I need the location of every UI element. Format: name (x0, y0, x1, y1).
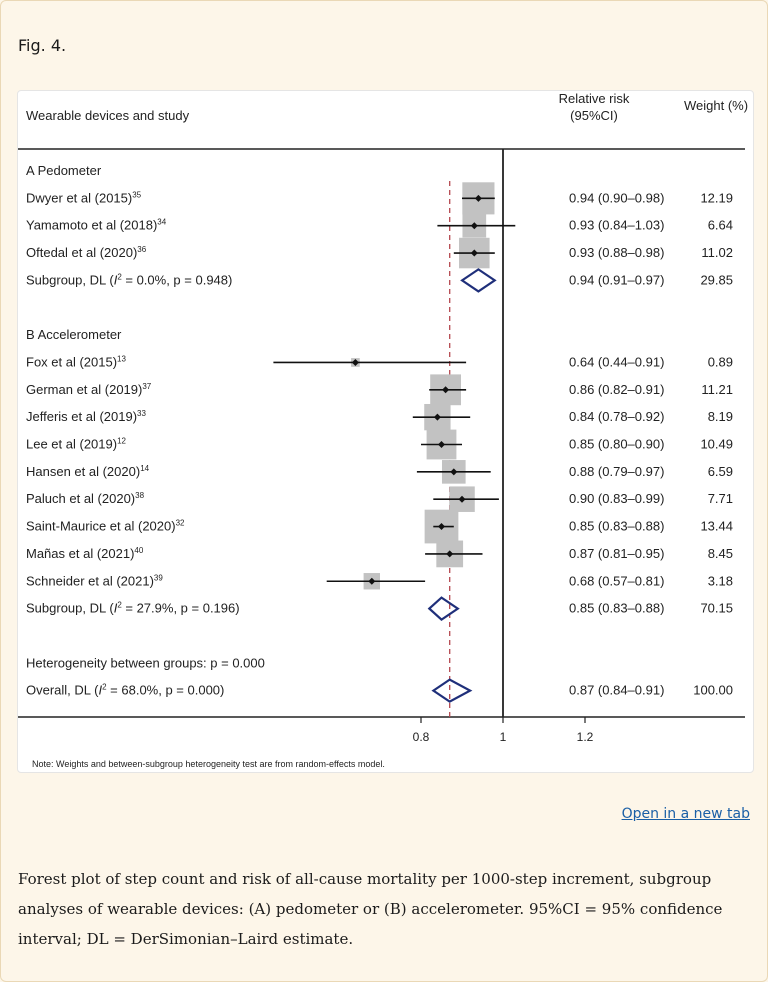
figure-caption: Forest plot of step count and risk of al… (18, 870, 723, 948)
point-estimate (438, 441, 445, 448)
open-in-new-tab-link[interactable]: Open in a new tab (621, 806, 750, 822)
weight-value: 11.21 (701, 382, 733, 397)
point-estimate (438, 523, 445, 531)
study-label: Yamamoto et al (2018)34 (26, 218, 167, 233)
weight-value: 7.71 (708, 491, 733, 506)
rr-value: 0.87 (0.81–0.95) (569, 546, 664, 561)
overall-diamond (431, 678, 473, 703)
weight-value: 6.64 (708, 218, 733, 233)
point-estimate (458, 495, 466, 503)
header-study: Wearable devices and study (26, 108, 190, 123)
weight-value: 8.45 (708, 546, 733, 561)
rr-value: 0.93 (0.84–1.03) (569, 218, 664, 233)
rr-value: 0.87 (0.84–0.91) (569, 683, 664, 698)
rr-value: 0.64 (0.44–0.91) (569, 354, 664, 369)
point-estimate (450, 468, 458, 476)
x-tick-label: 1.2 (577, 730, 594, 744)
header-relative-risk: Relative risk (559, 91, 630, 106)
weight-value: 29.85 (700, 272, 733, 287)
weight-value: 100.00 (693, 683, 733, 698)
study-label: Lee et al (2019)12 (26, 437, 127, 452)
point-estimate (433, 413, 441, 421)
plot-footnote: Note: Weights and between-subgroup heter… (32, 759, 385, 769)
study-label: Dwyer et al (2015)35 (26, 190, 142, 205)
rr-value: 0.68 (0.57–0.81) (569, 573, 664, 588)
study-label: Jefferis et al (2019)33 (26, 409, 146, 424)
weight-value: 8.19 (708, 409, 733, 424)
study-label: Saint-Maurice et al (2020)32 (26, 519, 185, 534)
rr-value: 0.94 (0.91–0.97) (569, 272, 664, 287)
rr-value: 0.85 (0.83–0.88) (569, 519, 664, 534)
rr-value: 0.93 (0.88–0.98) (569, 245, 664, 260)
point-estimate (446, 550, 454, 558)
subgroup-heading: A Pedometer (26, 163, 102, 178)
forest-plot-panel: Wearable devices and study Relative risk (… (17, 90, 754, 773)
subgroup-diamond (427, 596, 460, 621)
rr-value: 0.85 (0.83–0.88) (569, 601, 664, 616)
rr-value: 0.84 (0.78–0.92) (569, 409, 664, 424)
rr-value: 0.86 (0.82–0.91) (569, 382, 664, 397)
point-estimate (470, 222, 478, 230)
x-tick-label: 0.8 (413, 730, 430, 744)
rr-value: 0.90 (0.83–0.99) (569, 491, 664, 506)
subgroup-diamond (460, 268, 497, 293)
x-tick-label: 1 (500, 730, 507, 744)
point-estimate (442, 386, 450, 394)
study-label: Hansen et al (2020)14 (26, 464, 150, 479)
header-weight: Weight (%) (684, 98, 748, 113)
heterogeneity-note: Heterogeneity between groups: p = 0.000 (26, 655, 265, 670)
forest-plot: Wearable devices and study Relative risk (… (18, 91, 748, 769)
subgroup-summary-label: Subgroup, DL (I2 = 0.0%, p = 0.948) (26, 272, 232, 287)
rr-value: 0.94 (0.90–0.98) (569, 190, 664, 205)
overall-label: Overall, DL (I2 = 68.0%, p = 0.000) (26, 683, 224, 698)
weight-value: 0.89 (708, 354, 733, 369)
weight-value: 6.59 (708, 464, 733, 479)
point-estimate (474, 194, 482, 202)
point-estimate (470, 249, 478, 257)
study-label: Schneider et al (2021)39 (26, 573, 163, 588)
study-label: Mañas et al (2021)40 (26, 546, 144, 561)
study-label: Fox et al (2015)13 (26, 354, 126, 369)
point-estimate (351, 358, 359, 366)
subgroup-summary-label: Subgroup, DL (I2 = 27.9%, p = 0.196) (26, 601, 240, 616)
weight-value: 70.15 (700, 601, 733, 616)
rr-value: 0.85 (0.80–0.90) (569, 437, 664, 452)
weight-value: 12.19 (700, 190, 733, 205)
study-label: German et al (2019)37 (26, 382, 152, 397)
point-estimate (368, 577, 376, 585)
figure-label: Fig. 4. (18, 36, 67, 55)
weight-value: 11.02 (701, 245, 733, 260)
weight-value: 10.49 (700, 437, 733, 452)
study-label: Paluch et al (2020)38 (26, 491, 145, 506)
header-ci: (95%CI) (570, 108, 618, 123)
rr-value: 0.88 (0.79–0.97) (569, 464, 664, 479)
subgroup-heading: B Accelerometer (26, 327, 122, 342)
weight-value: 13.44 (700, 519, 733, 534)
study-label: Oftedal et al (2020)36 (26, 245, 147, 260)
weight-value: 3.18 (708, 573, 733, 588)
